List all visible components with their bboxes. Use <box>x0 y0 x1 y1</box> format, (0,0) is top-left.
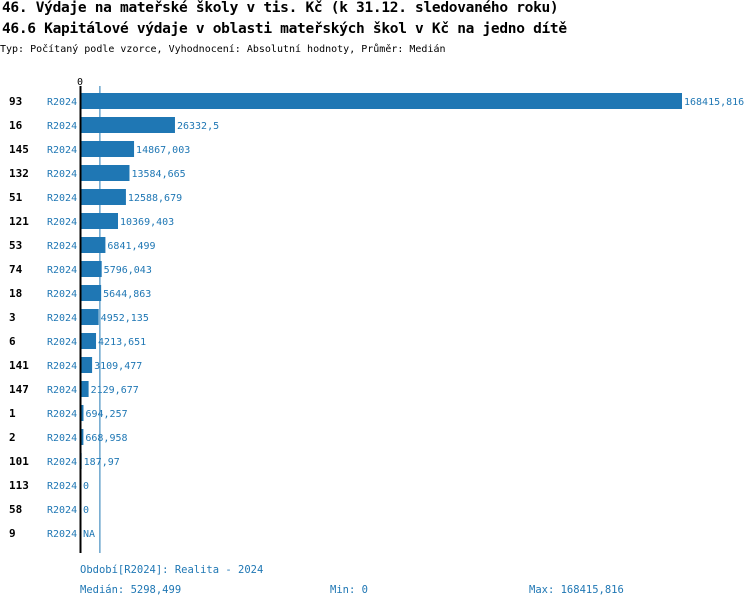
bar-value-label: 26332,5 <box>177 121 219 132</box>
footer-min: Min: 0 <box>330 584 368 596</box>
bar-value-label: 668,958 <box>85 433 127 444</box>
row-id-label: 113 <box>9 479 29 492</box>
row-id-label: 2 <box>9 431 16 444</box>
row-period-label: R2024 <box>47 265 77 276</box>
row-id-label: 74 <box>9 263 23 276</box>
row-id-label: 18 <box>9 287 22 300</box>
row-period-label: R2024 <box>47 169 77 180</box>
bar <box>81 261 102 277</box>
row-period-label: R2024 <box>47 385 77 396</box>
row-id-label: 141 <box>9 359 29 372</box>
row-id-label: 51 <box>9 191 23 204</box>
bar-value-label: 13584,665 <box>131 169 185 180</box>
bar <box>81 165 130 181</box>
bar-value-label: 5644,863 <box>103 289 151 300</box>
row-id-label: 101 <box>9 455 29 468</box>
bar-value-label: 3109,477 <box>94 361 142 372</box>
row-period-label: R2024 <box>47 97 77 108</box>
bar-value-label: 4952,135 <box>101 313 149 324</box>
bar-value-label: 4213,651 <box>98 337 146 348</box>
row-period-label: R2024 <box>47 505 77 516</box>
chart-type-line: Typ: Počítaný podle vzorce, Vyhodnocení:… <box>0 44 446 55</box>
bar <box>81 429 84 445</box>
footer-median: Medián: 5298,499 <box>80 584 182 596</box>
bar <box>81 381 89 397</box>
row-period-label: R2024 <box>47 193 77 204</box>
chart-subtitle: 46.6 Kapitálové výdaje v oblasti mateřsk… <box>2 21 567 37</box>
footer-max: Max: 168415,816 <box>529 584 624 596</box>
chart-title: 46. Výdaje na mateřské školy v tis. Kč (… <box>2 0 559 16</box>
bar <box>81 285 102 301</box>
row-period-label: R2024 <box>47 217 77 228</box>
row-id-label: 53 <box>9 239 22 252</box>
bar-value-label: 2129,677 <box>91 385 139 396</box>
row-period-label: R2024 <box>47 361 77 372</box>
row-period-label: R2024 <box>47 529 77 540</box>
bar <box>81 93 682 109</box>
bar-value-label: 0 <box>83 505 89 516</box>
row-id-label: 147 <box>9 383 29 396</box>
row-id-label: 1 <box>9 407 16 420</box>
bar <box>81 237 106 253</box>
bar-value-label: 5796,043 <box>104 265 152 276</box>
bar-value-label: 10369,403 <box>120 217 174 228</box>
footer-period: Období[R2024]: Realita - 2024 <box>80 564 264 576</box>
bar <box>81 117 175 133</box>
bar-value-label: NA <box>83 529 95 540</box>
row-period-label: R2024 <box>47 481 77 492</box>
row-period-label: R2024 <box>47 121 77 132</box>
row-period-label: R2024 <box>47 241 77 252</box>
bar-value-label: 14867,003 <box>136 145 190 156</box>
row-id-label: 58 <box>9 503 22 516</box>
row-period-label: R2024 <box>47 289 77 300</box>
bar-value-label: 168415,816 <box>684 97 744 108</box>
row-id-label: 132 <box>9 167 29 180</box>
row-period-label: R2024 <box>47 145 77 156</box>
axis-zero-label: 0 <box>77 77 83 88</box>
bar-value-label: 187,97 <box>84 457 120 468</box>
bar <box>81 213 119 229</box>
bar-value-label: 694,257 <box>85 409 127 420</box>
row-id-label: 93 <box>9 95 22 108</box>
bar <box>81 405 84 421</box>
bar <box>81 309 99 325</box>
bar <box>81 189 126 205</box>
row-id-label: 121 <box>9 215 29 228</box>
row-id-label: 145 <box>9 143 29 156</box>
row-period-label: R2024 <box>47 409 77 420</box>
row-id-label: 9 <box>9 527 16 540</box>
bar-value-label: 6841,499 <box>107 241 155 252</box>
row-id-label: 6 <box>9 335 16 348</box>
bar-value-label: 12588,679 <box>128 193 182 204</box>
row-period-label: R2024 <box>47 433 77 444</box>
row-id-label: 3 <box>9 311 16 324</box>
bar <box>81 333 97 349</box>
row-period-label: R2024 <box>47 457 77 468</box>
bar-value-label: 0 <box>83 481 89 492</box>
row-period-label: R2024 <box>47 337 77 348</box>
bar <box>81 141 135 157</box>
bar <box>81 357 93 373</box>
row-period-label: R2024 <box>47 313 77 324</box>
row-id-label: 16 <box>9 119 23 132</box>
